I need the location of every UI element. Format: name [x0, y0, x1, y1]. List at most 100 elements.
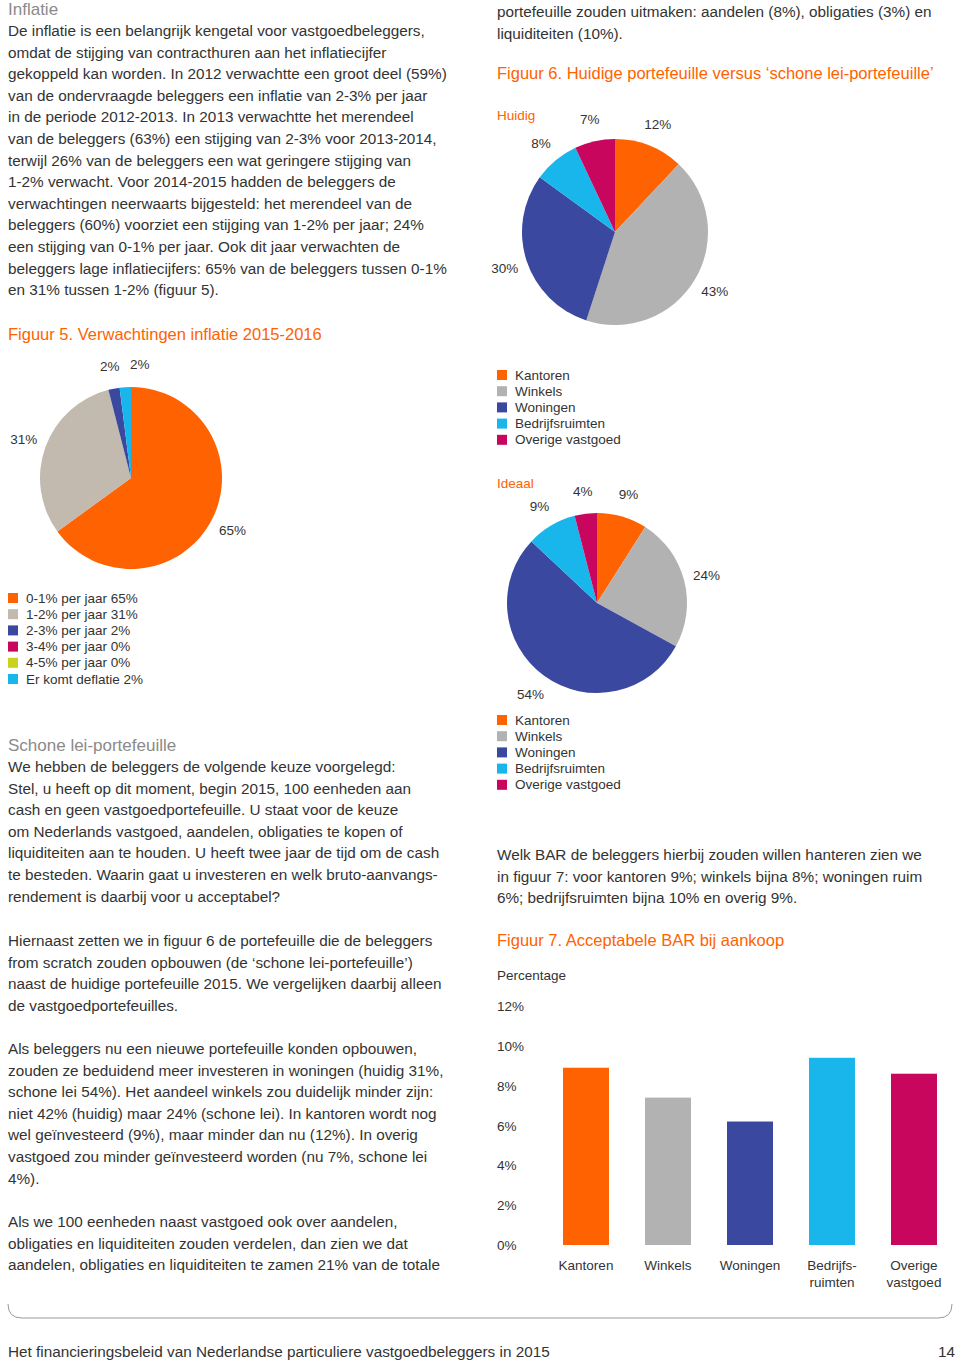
- paragraph-line: 4%).: [8, 1170, 39, 1187]
- legend-swatch: [497, 435, 507, 445]
- paragraph-line: te besteden. Waarin gaat u investeren en…: [8, 866, 438, 883]
- bars: [563, 1058, 937, 1245]
- paragraph-line: zouden ze beduidend meer investeren in w…: [8, 1062, 443, 1079]
- data-label: 43%: [701, 284, 728, 299]
- text-line: Bedrijfs-: [807, 1258, 857, 1273]
- paragraph-line: in figuur 7: voor kantoren 9%; winkels b…: [497, 868, 922, 885]
- paragraph-line: naast de huidige portefeuille 2015. We v…: [8, 975, 441, 992]
- paragraph-line: De inflatie is een belangrijk kengetal v…: [8, 22, 425, 39]
- data-label: 4%: [573, 484, 593, 499]
- legend-label: Bedrijfsruimten: [515, 761, 605, 776]
- paragraph-line: wel geïnvesteerd (9%), maar minder dan n…: [7, 1126, 418, 1143]
- legend-swatch: [8, 609, 18, 619]
- legend-swatch: [8, 625, 18, 635]
- y-tick-label: 10%: [497, 1039, 524, 1054]
- heading: Inflatie: [8, 0, 58, 19]
- data-label: 31%: [10, 432, 37, 447]
- paragraph-line: Als beleggers nu een nieuwe portefeuille…: [8, 1040, 417, 1057]
- legend-label: 4-5% per jaar 0%: [26, 655, 130, 670]
- page-number: 14: [938, 1343, 956, 1360]
- legend-swatch: [497, 764, 507, 774]
- paragraph-line: om Nederlands vastgoed, aandelen, obliga…: [8, 823, 403, 840]
- legend-label: 0-1% per jaar 65%: [26, 591, 138, 606]
- data-label: 8%: [531, 136, 551, 151]
- y-tick-label: 0%: [497, 1238, 517, 1253]
- pie-slice: [575, 139, 615, 232]
- pie-slices: [40, 387, 222, 569]
- bar: [645, 1098, 691, 1245]
- paragraph-line: Welk BAR de beleggers hierbij zouden wil…: [497, 846, 922, 863]
- paragraph-line: omdat de stijging van contracthuren aan …: [8, 44, 386, 61]
- paragraph-line: niet 42% (huidig) maar 24% (schone lei).…: [8, 1105, 437, 1122]
- legend-label: 3-4% per jaar 0%: [26, 639, 130, 654]
- legend-swatch: [497, 402, 507, 412]
- axis-label: Percentage: [497, 968, 566, 983]
- data-label: 54%: [517, 687, 544, 702]
- text-line: ruimten: [809, 1275, 854, 1290]
- legend-swatch: [497, 731, 507, 741]
- bar: [809, 1058, 855, 1245]
- paragraph-line: Stel, u heeft op dit moment, begin 2015,…: [8, 780, 411, 797]
- legend-swatch: [8, 674, 18, 684]
- figure-subtitle: Ideaal: [497, 476, 534, 491]
- legend-label: Er komt deflatie 2%: [26, 672, 143, 687]
- data-label: 65%: [219, 523, 246, 538]
- paragraph-line: We hebben de beleggers de volgende keuze…: [8, 758, 396, 775]
- legend-swatch: [497, 386, 507, 396]
- paragraph-line: Hiernaast zetten we in figuur 6 de porte…: [8, 932, 433, 949]
- pie-slice: [120, 387, 131, 478]
- figure-title: Figuur 7. Acceptabele BAR bij aankoop: [497, 931, 784, 949]
- page: Inflatie De inflatie is een belangrijk ke…: [0, 0, 960, 1365]
- legend-label: Bedrijfsruimten: [515, 416, 605, 431]
- paragraph-line: beleggers lage inflatiecijfers: 65% van …: [8, 260, 447, 277]
- legend-label: Kantoren: [515, 368, 570, 383]
- text-line: Overige: [890, 1258, 937, 1273]
- data-label: 9%: [619, 487, 639, 502]
- legend-swatch: [8, 642, 18, 652]
- paragraph-line: verwachtingen neerwaarts bijgesteld: het…: [8, 195, 412, 212]
- paragraph-line: 1-2% verwacht. Voor 2014-2015 hadden de …: [8, 173, 396, 190]
- pie-slice: [120, 388, 131, 478]
- legend-swatch: [497, 747, 507, 757]
- paragraph-line: een stijging van 0-1% per jaar. Ook dit …: [8, 238, 400, 255]
- legend-label: Kantoren: [515, 713, 570, 728]
- data-label: 12%: [644, 117, 671, 132]
- bar: [563, 1068, 609, 1245]
- paragraph-line: Als we 100 eenheden naast vastgoed ook o…: [8, 1213, 398, 1230]
- paragraph-line: schone lei 54%). Het aandeel winkels zou…: [8, 1083, 433, 1100]
- data-label: 7%: [580, 112, 600, 127]
- x-tick-label: Kantoren: [559, 1258, 614, 1273]
- legend-swatch: [497, 780, 507, 790]
- paragraph-line: cash en geen vastgoedportefeuille. U sta…: [8, 801, 398, 818]
- paragraph-line: portefeuille zouden uitmaken: aandelen (…: [497, 3, 932, 20]
- legend-label: Overige vastgoed: [515, 432, 621, 447]
- y-tick-label: 12%: [497, 999, 524, 1014]
- figure-title: Figuur 6. Huidige portefeuille versus ‘s…: [497, 64, 934, 82]
- legend-label: Winkels: [515, 384, 563, 399]
- legend-swatch: [8, 593, 18, 603]
- figure-title: Figuur 5. Verwachtingen inflatie 2015-20…: [8, 325, 322, 343]
- paragraph-line: terwijl 26% van de beleggers een wat ger…: [8, 152, 411, 169]
- paragraph-line: gekoppeld kan worden. In 2012 verwachtte…: [8, 65, 447, 82]
- paragraph-line: en 31% tussen 1-2% (figuur 5).: [8, 281, 219, 298]
- paragraph-line: vastgoed zou minder geïnvesteerd worden …: [8, 1148, 427, 1165]
- legend-swatch: [8, 658, 18, 668]
- data-label: 2%: [130, 357, 150, 372]
- legend-label: Winkels: [515, 729, 563, 744]
- legend-label: Woningen: [515, 745, 576, 760]
- y-tick-label: 6%: [497, 1119, 517, 1134]
- paragraph-line: liquiditeiten aan te houden. U heeft twe…: [8, 844, 439, 861]
- pie-slice: [120, 388, 131, 478]
- data-label: 24%: [693, 568, 720, 583]
- legend-swatch: [497, 370, 507, 380]
- paragraph-line: 6%; bedrijfsruimten bijna 10% en overig …: [497, 889, 797, 906]
- paragraph-line: aandelen, obligaties en liquiditeiten te…: [8, 1256, 440, 1273]
- figure-subtitle: Huidig: [497, 108, 535, 123]
- footer-rule: [8, 1304, 952, 1318]
- y-tick-label: 4%: [497, 1158, 517, 1173]
- pie-slices: [507, 513, 687, 693]
- paragraph-line: liquiditeiten (10%).: [497, 25, 623, 42]
- x-tick-label: Bedrijfs-ruimten: [807, 1258, 857, 1290]
- footer-text: Het financieringsbeleid van Nederlandse …: [8, 1343, 550, 1360]
- legend-label: 1-2% per jaar 31%: [26, 607, 138, 622]
